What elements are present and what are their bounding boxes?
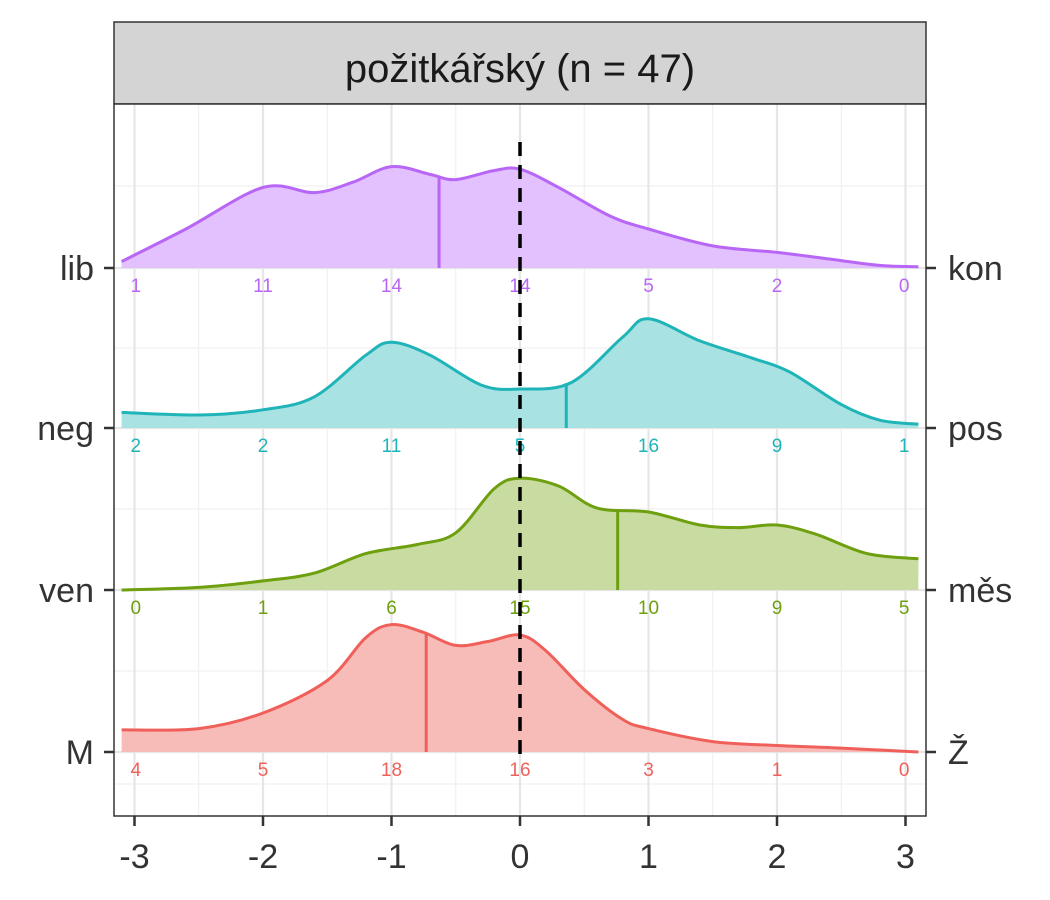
count-label: 16 [509, 760, 530, 781]
count-label: 9 [772, 436, 783, 457]
count-label: 0 [899, 760, 910, 781]
facet-strip [113, 21, 927, 105]
right-axis-label: měs [948, 572, 1012, 610]
count-label: 2 [772, 276, 783, 297]
count-label: 16 [638, 436, 659, 457]
count-label: 1 [258, 598, 269, 619]
count-label: 0 [899, 276, 910, 297]
ridge-M: 4 5 18 16 3 1 0 [121, 623, 919, 781]
count-label: 3 [643, 760, 654, 781]
count-label: 11 [382, 436, 402, 457]
right-axis-label: Ž [948, 734, 969, 772]
count-label: 18 [381, 760, 402, 781]
x-tick-label: 0 [511, 838, 530, 876]
density-area [121, 318, 919, 428]
facet-title: požitkářský (n = 47) [345, 47, 695, 91]
right-axis-label: pos [948, 410, 1003, 448]
left-axis-label: M [66, 734, 94, 772]
count-label: 5 [258, 760, 269, 781]
x-tick-label: -2 [248, 838, 278, 876]
x-tick-label: 1 [639, 838, 658, 876]
count-label: 2 [130, 436, 141, 457]
left-axis-label: lib [60, 250, 94, 288]
x-tick-label: -1 [376, 838, 406, 876]
count-label: 1 [899, 436, 910, 457]
density-line [120, 164, 919, 269]
density-line [121, 317, 919, 426]
count-label: 1 [772, 760, 783, 781]
count-label: 14 [381, 276, 403, 297]
count-label: 6 [386, 598, 397, 619]
left-axis-label: ven [39, 572, 94, 610]
count-label: 4 [130, 760, 141, 781]
right-axis-label: kon [948, 250, 1003, 288]
count-label: 9 [772, 598, 783, 619]
x-tick-label: -3 [119, 838, 149, 876]
count-label: 10 [638, 598, 659, 619]
ridge-neg: 221151691 [121, 317, 919, 457]
count-label: 5 [643, 276, 654, 297]
count-label: 1 [130, 276, 141, 297]
x-tick-label: 3 [896, 838, 915, 876]
density-line [121, 623, 919, 754]
count-label: 0 [130, 598, 141, 619]
count-label: 5 [899, 598, 910, 619]
count-label: 11 [253, 276, 273, 297]
density-area [121, 624, 919, 752]
left-axis-label: neg [37, 410, 94, 448]
count-label: 2 [258, 436, 269, 457]
x-tick-label: 2 [768, 838, 787, 876]
density-line [121, 476, 919, 592]
